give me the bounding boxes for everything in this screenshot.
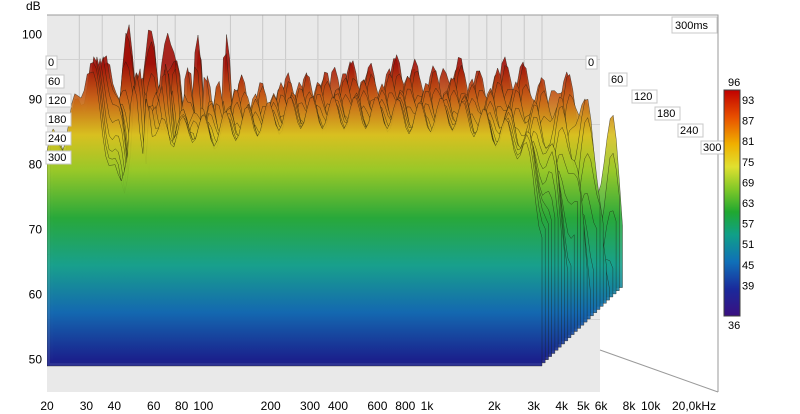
colorbar-tick-label: 81	[742, 136, 754, 148]
time-tick-label: 300	[48, 152, 66, 164]
colorbar-tick-label: 36	[728, 320, 740, 332]
colorbar-tick-label: 93	[742, 95, 754, 107]
x-tick-label: 800	[395, 399, 415, 413]
y-tick-label: 60	[29, 288, 43, 302]
time-tick-box	[45, 55, 58, 70]
x-tick-label: 40	[108, 399, 122, 413]
time-tick-label: 240	[48, 133, 66, 145]
y-tick-label: 70	[29, 223, 43, 237]
y-tick-label: 90	[29, 93, 43, 107]
colorbar[interactable]	[723, 89, 741, 317]
time-label: 300ms	[675, 20, 709, 32]
time-tick-box	[45, 74, 65, 89]
colorbar-tick-label: 63	[742, 198, 754, 210]
time-tick-box	[45, 131, 72, 146]
time-tick-label: 60	[48, 76, 60, 88]
x-tick-label: 8k	[623, 399, 637, 413]
x-tick-label: 100	[193, 399, 213, 413]
x-tick-label: 10k	[641, 399, 661, 413]
time-tick-label: 180	[48, 114, 66, 126]
colorbar-tick-label: 51	[742, 239, 754, 251]
x-tick-label: 1k	[421, 399, 435, 413]
x-tick-label: 400	[328, 399, 348, 413]
colorbar-tick-label: 45	[742, 260, 754, 272]
colorbar-tick-label: 75	[742, 157, 754, 169]
x-tick-label: 3k	[527, 399, 541, 413]
time-tick-box	[45, 150, 72, 165]
x-tick-label: 30	[80, 399, 94, 413]
x-tick-label: 20	[40, 399, 54, 413]
x-tick-label: 20,0kHz	[672, 399, 716, 413]
x-tick-label: 600	[367, 399, 387, 413]
box-diagonal-bottom	[599, 349, 719, 393]
time-tick-box	[608, 72, 628, 87]
time-tick-box	[654, 106, 681, 121]
time-tick-box	[45, 112, 72, 127]
time-tick-label: 120	[48, 95, 66, 107]
x-tick-labels: 20 30 40 60 80 100 200 300 400 600 800 1k 2k 3k 4k 5k 6k…	[40, 399, 716, 413]
time-tick-label: 240	[680, 125, 698, 137]
x-tick-label: 80	[175, 399, 189, 413]
time-tick-box	[631, 89, 658, 104]
waterfall-slices	[47, 24, 623, 367]
colorbar-tick-label: 87	[742, 116, 754, 128]
time-label-box	[671, 16, 718, 34]
time-tick-box	[677, 123, 704, 138]
y-tick-label: 50	[29, 353, 43, 367]
time-tick-label: 180	[657, 108, 675, 120]
x-tick-label: 5k	[577, 399, 591, 413]
x-tick-label: 200	[261, 399, 281, 413]
y-tick-label: 100	[22, 28, 42, 42]
x-tick-label: 4k	[555, 399, 569, 413]
time-tick-label: 0	[588, 57, 594, 69]
time-tick-label: 120	[634, 91, 652, 103]
y-axis-unit: dB	[26, 0, 41, 13]
time-tick-label: 300	[703, 142, 721, 154]
colorbar-tick-label: 96	[728, 77, 740, 89]
time-tick-labels-left: 0 60 120 180 240 300	[45, 55, 72, 165]
colorbar-tick-label: 39	[742, 280, 754, 292]
x-tick-label: 6k	[595, 399, 609, 413]
x-tick-label: 300	[300, 399, 320, 413]
time-tick-labels-right: 0 60 120 180 240 300	[585, 55, 727, 155]
time-tick-box	[45, 93, 72, 108]
waterfall-slice	[47, 71, 543, 367]
colorbar-tick-label: 69	[742, 177, 754, 189]
time-tick-label: 60	[611, 74, 623, 86]
colorbar-tick-label: 57	[742, 219, 754, 231]
time-tick-box	[585, 55, 598, 70]
y-tick-label: 80	[29, 158, 43, 172]
y-tick-labels: 100 90 80 70 60 50	[22, 28, 42, 367]
x-tick-label: 2k	[488, 399, 502, 413]
time-tick-label: 0	[48, 57, 54, 69]
x-tick-label: 60	[147, 399, 161, 413]
